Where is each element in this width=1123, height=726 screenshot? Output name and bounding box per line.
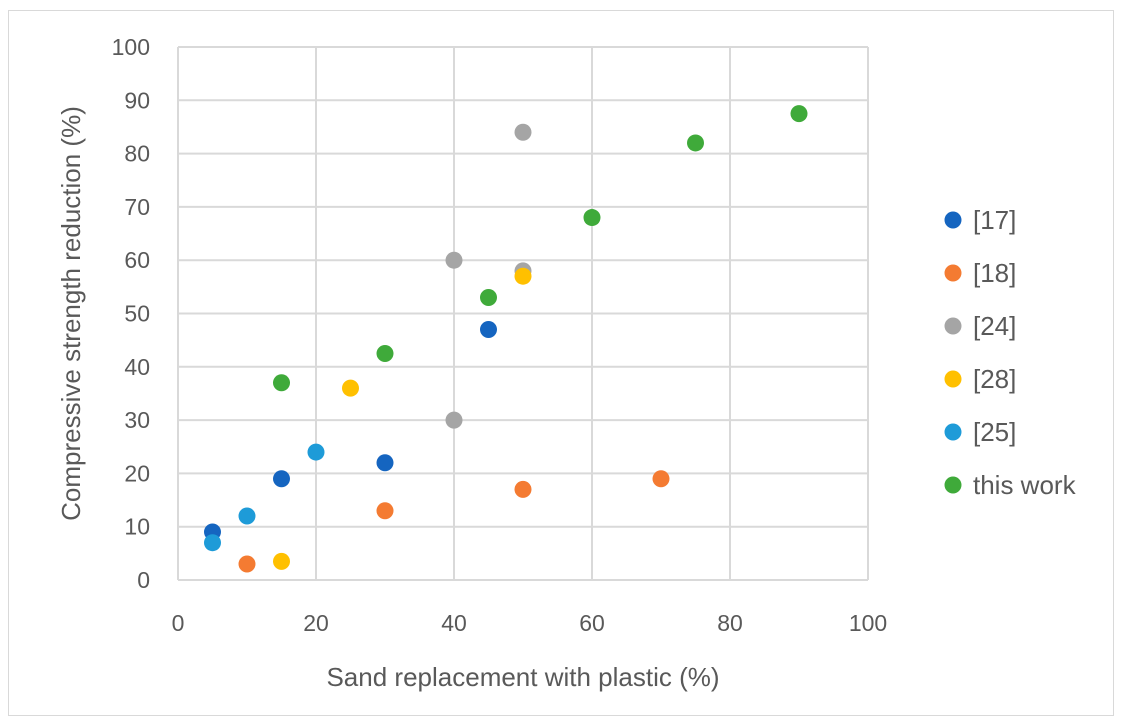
- y-tick-label: 100: [112, 34, 150, 60]
- y-tick-label: 70: [124, 194, 150, 220]
- data-point: [652, 470, 670, 488]
- y-tick-label: 0: [137, 567, 150, 593]
- legend-label: this work: [973, 470, 1077, 500]
- data-point: [238, 555, 256, 573]
- points-layer: [204, 105, 808, 573]
- data-point: [480, 320, 497, 338]
- series-group: [273, 105, 808, 392]
- legend-item: this work: [944, 470, 1077, 500]
- y-tick-label: 20: [124, 460, 150, 486]
- data-point: [790, 105, 808, 123]
- y-axis-title: Compressive strength reduction (%): [56, 106, 86, 521]
- x-tick-label: 60: [579, 610, 605, 636]
- x-tick-label: 0: [172, 610, 185, 636]
- data-point: [687, 134, 704, 152]
- legend-item: [18]: [944, 258, 1016, 288]
- data-point: [307, 443, 325, 461]
- x-tick-label: 80: [717, 610, 743, 636]
- series-group: [238, 470, 670, 573]
- data-point: [273, 470, 290, 488]
- legend-item: [25]: [944, 417, 1016, 447]
- axis-layer: 0 10 20 30 40 50 60 70 80 90 100 0 20 40 60 80 100: [112, 34, 888, 636]
- legend-marker: [944, 317, 962, 335]
- x-tick-label: 20: [303, 610, 329, 636]
- legend: [17] [18] [24] [28] [25] this work: [944, 205, 1077, 500]
- legend-marker: [944, 264, 962, 282]
- legend-label: [17]: [973, 205, 1016, 235]
- data-point: [514, 123, 532, 141]
- grid-layer: [177, 46, 869, 581]
- legend-item: [17]: [944, 205, 1016, 235]
- y-tick-label: 60: [124, 247, 150, 273]
- legend-label: [25]: [973, 417, 1016, 447]
- legend-label: [28]: [973, 364, 1016, 394]
- legend-marker: [944, 476, 962, 494]
- legend-marker: [944, 370, 962, 388]
- data-point: [445, 251, 463, 269]
- legend-marker: [944, 423, 962, 441]
- data-point: [238, 507, 256, 525]
- data-point: [376, 344, 394, 362]
- x-tick-label: 100: [849, 610, 887, 636]
- data-point: [273, 552, 290, 570]
- data-point: [342, 379, 359, 397]
- series-group: [273, 267, 532, 570]
- x-tick-label: 40: [441, 610, 467, 636]
- data-point: [514, 267, 532, 285]
- legend-item: [24]: [944, 311, 1016, 341]
- data-point: [376, 502, 394, 520]
- data-point: [514, 480, 532, 498]
- data-point: [445, 411, 463, 429]
- y-tick-label: 50: [124, 301, 150, 327]
- y-tick-label: 90: [124, 87, 150, 113]
- x-axis-title: Sand replacement with plastic (%): [326, 662, 719, 692]
- data-point: [376, 454, 394, 472]
- data-point: [273, 374, 290, 392]
- y-tick-label: 40: [124, 354, 150, 380]
- chart-frame: [8, 10, 1114, 716]
- y-tick-label: 80: [124, 141, 150, 167]
- legend-label: [18]: [973, 258, 1016, 288]
- series-group: [204, 443, 325, 552]
- legend-label: [24]: [973, 311, 1016, 341]
- y-tick-label: 30: [124, 407, 150, 433]
- data-point: [204, 534, 221, 552]
- data-point: [583, 209, 601, 227]
- data-point: [480, 289, 497, 307]
- legend-item: [28]: [944, 364, 1016, 394]
- legend-marker: [944, 211, 962, 229]
- y-tick-label: 10: [124, 514, 150, 540]
